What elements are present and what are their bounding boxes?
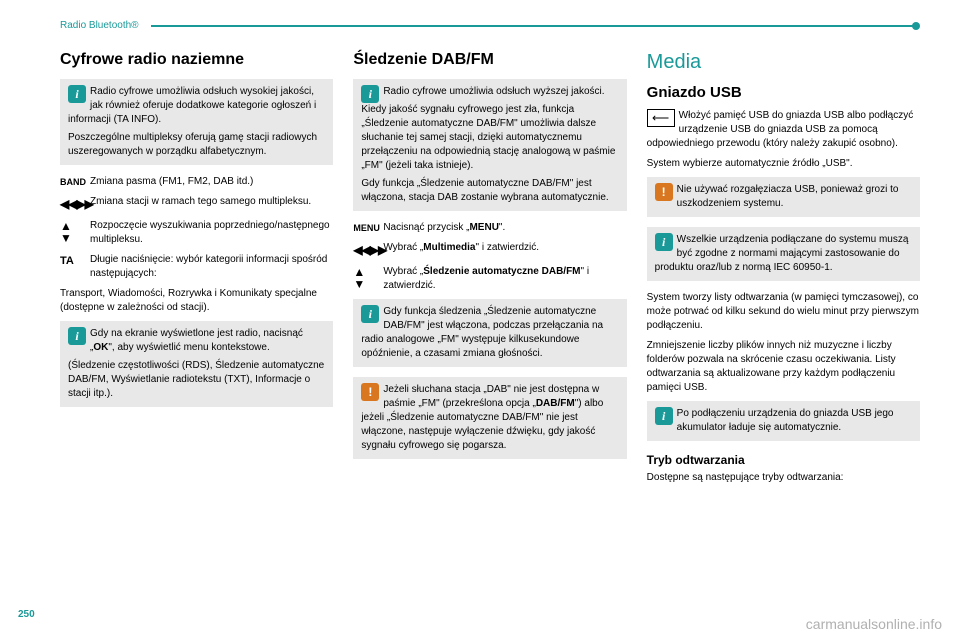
col1-infobox-1: i Radio cyfrowe umożliwia odsłuch wysoki… <box>60 79 333 165</box>
row-menu: MENU Nacisnąć przycisk „MENU". <box>353 221 626 235</box>
row-ta: TA Długie naciśnięcie: wybór kategorii i… <box>60 253 333 281</box>
col3-title-media: Media <box>647 51 920 74</box>
col2-info1a: Radio cyfrowe umożliwia odsłuch wyższej … <box>383 86 604 97</box>
column-2: Śledzenie DAB/FM i Radio cyfrowe umożliw… <box>353 51 626 491</box>
col3-para2: Zmniejszenie liczby plików innych niż mu… <box>647 339 920 395</box>
watermark: carmanualsonline.info <box>806 616 942 632</box>
warn-icon: ! <box>655 183 673 201</box>
col1-info2-text: Gdy na ekranie wyświetlone jest radio, n… <box>90 328 303 353</box>
col1-infobox-2: i Gdy na ekranie wyświetlone jest radio,… <box>60 321 333 407</box>
row-ta-text: Długie naciśnięcie: wybór kategorii info… <box>90 253 333 281</box>
col2-info1c: Gdy funkcja „Śledzenie automatyczne DAB/… <box>361 177 618 205</box>
col3-infobox-2: i Po podłączeniu urządzenia do gniazda U… <box>647 401 920 441</box>
info-icon: i <box>361 85 379 103</box>
row-seek2-text: Wybrać „Multimedia" i zatwierdzić. <box>383 241 626 255</box>
col3-info2: Po podłączeniu urządzenia do gniazda USB… <box>677 408 894 433</box>
col1-info2b: (Śledzenie częstotliwości (RDS), Śledzen… <box>68 359 325 401</box>
col2-infobox-2: i Gdy funkcja śledzenia „Śledzenie autom… <box>353 299 626 367</box>
row-updown-text: Rozpoczęcie wyszukiwania poprzedniego/na… <box>90 219 333 247</box>
info-icon: i <box>655 407 673 425</box>
col2-warnbox: ! Jeżeli słuchana stacja „DAB" nie jest … <box>353 377 626 459</box>
row-menu-text: Nacisnąć przycisk „MENU". <box>383 221 626 235</box>
info-icon: i <box>68 327 86 345</box>
info-icon: i <box>655 233 673 251</box>
row-seek2: ◀◀▶▶ Wybrać „Multimedia" i zatwierdzić. <box>353 241 626 259</box>
page-header: Radio Bluetooth® <box>60 20 920 31</box>
col3-usb-text: Włożyć pamięć USB do gniazda USB albo po… <box>647 110 914 149</box>
col3-info1: Wszelkie urządzenia podłączane do system… <box>655 234 909 273</box>
column-3: Media Gniazdo USB ⟵ Włożyć pamięć USB do… <box>647 51 920 491</box>
band-icon: BAND <box>60 175 90 189</box>
column-1: Cyfrowe radio naziemne i Radio cyfrowe u… <box>60 51 333 491</box>
row-band: BAND Zmiana pasma (FM1, FM2, DAB itd.) <box>60 175 333 189</box>
col3-warn1: Nie używać rozgałęziacza USB, ponieważ g… <box>677 184 899 209</box>
col1-info1b-text: Poszczególne multipleksy oferują gamę st… <box>68 131 325 159</box>
col3-para3: Dostępne są następujące tryby odtwarzani… <box>647 471 920 485</box>
row-updown: ▲ ▼ Rozpoczęcie wyszukiwania poprzednieg… <box>60 219 333 247</box>
col1-title: Cyfrowe radio naziemne <box>60 51 333 69</box>
col2-info1b: Kiedy jakość sygnału cyfrowego jest zła,… <box>361 103 618 173</box>
usb-icon: ⟵ <box>647 109 675 127</box>
col3-warnbox: ! Nie używać rozgałęziacza USB, ponieważ… <box>647 177 920 217</box>
row-updown2: ▲ ▼ Wybrać „Śledzenie automatyczne DAB/F… <box>353 265 626 293</box>
row-seek-text: Zmiana stacji w ramach tego samego multi… <box>90 195 333 209</box>
header-divider <box>151 25 916 27</box>
warn-icon: ! <box>361 383 379 401</box>
updown-icon: ▲ ▼ <box>60 219 90 244</box>
ta-icon: TA <box>60 253 90 269</box>
header-dot <box>912 22 920 30</box>
menu-icon: MENU <box>353 221 383 235</box>
page-number: 250 <box>18 609 35 620</box>
usb-block: ⟵ Włożyć pamięć USB do gniazda USB albo … <box>647 109 920 151</box>
col2-warn-text: Jeżeli słuchana stacja „DAB" nie jest do… <box>361 384 603 451</box>
row-band-text: Zmiana pasma (FM1, FM2, DAB itd.) <box>90 175 333 189</box>
seek-icon: ◀◀▶▶ <box>353 241 383 259</box>
header-label: Radio Bluetooth® <box>60 20 139 31</box>
col2-info2: Gdy funkcja śledzenia „Śledzenie automat… <box>361 306 603 359</box>
col1-afterlist: Transport, Wiadomości, Rozrywka i Komuni… <box>60 287 333 315</box>
col3-usb-text2: System wybierze automatycznie źródło „US… <box>647 157 920 171</box>
row-seek: ◀◀▶▶ Zmiana stacji w ramach tego samego … <box>60 195 333 213</box>
col2-infobox-1: i Radio cyfrowe umożliwia odsłuch wyższe… <box>353 79 626 211</box>
updown-icon: ▲ ▼ <box>353 265 383 290</box>
col3-title-usb: Gniazdo USB <box>647 84 920 101</box>
col3-h4: Tryb odtwarzania <box>647 453 920 467</box>
col2-title: Śledzenie DAB/FM <box>353 51 626 69</box>
info-icon: i <box>361 305 379 323</box>
info-icon: i <box>68 85 86 103</box>
col3-para1: System tworzy listy odtwarzania (w pamię… <box>647 291 920 333</box>
row-updown2-text: Wybrać „Śledzenie automatyczne DAB/FM" i… <box>383 265 626 293</box>
col1-info1-text: Radio cyfrowe umożliwia odsłuch wysokiej… <box>68 86 316 125</box>
seek-icon: ◀◀▶▶ <box>60 195 90 213</box>
col3-infobox-1: i Wszelkie urządzenia podłączane do syst… <box>647 227 920 281</box>
